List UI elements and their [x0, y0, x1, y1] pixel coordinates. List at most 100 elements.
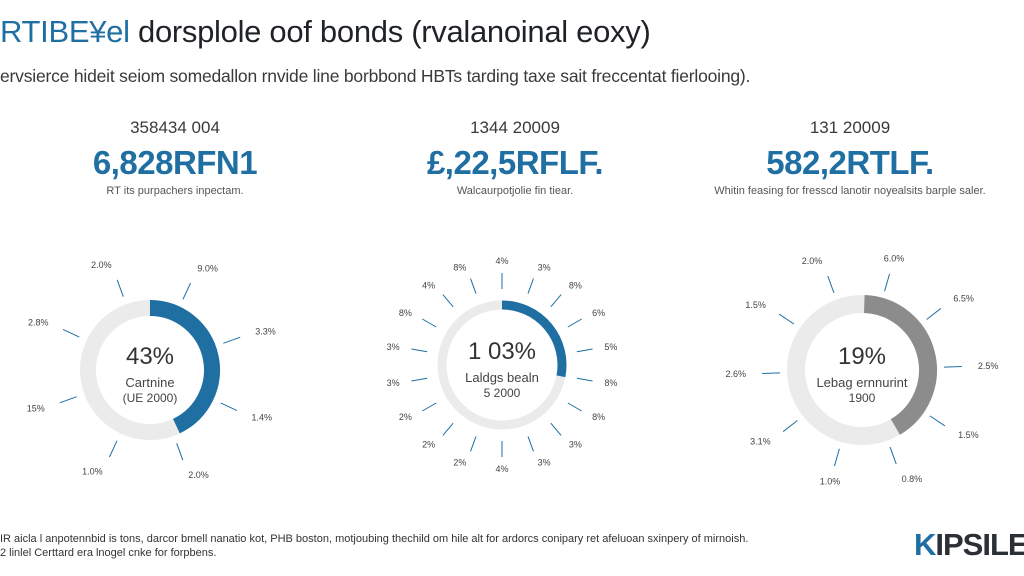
donut-center-value: 19%: [838, 343, 886, 370]
label-leader-line: [943, 366, 962, 368]
slice-label: 3%: [569, 440, 582, 450]
label-leader-line: [929, 415, 946, 427]
label-leader-line: [778, 313, 795, 325]
stat-value: 582,2RTLF.: [766, 144, 934, 181]
stat-code: 1344 20009: [470, 118, 560, 137]
slice-label: 6.0%: [884, 253, 905, 263]
slice-label: 8%: [399, 308, 412, 318]
label-leader-line: [422, 402, 437, 412]
label-leader-line: [550, 294, 562, 308]
slice-label: 4%: [422, 280, 435, 290]
donut-chart-1: 43% Cartnine(UE 2000) 2.0% 9.0% 3.3% 1.4% 2.0%…: [27, 260, 276, 480]
donut-center-label: Laldgs bealn: [465, 370, 539, 385]
page-title: RTIBE¥el dorsplole oof bonds (rvalanoina…: [0, 14, 1010, 50]
slice-label: 3.1%: [750, 436, 771, 446]
footer-line-2: 2 linlel Certtard era lnogel cnke for fo…: [0, 547, 217, 559]
page-subtitle: ervsierce hideit seiom somedallon rnvide…: [0, 66, 751, 86]
label-leader-line: [442, 294, 454, 308]
slice-label: 1.4%: [252, 412, 273, 422]
label-leader-line: [550, 422, 562, 436]
slice-label: 1.5%: [745, 300, 766, 310]
label-leader-line: [220, 402, 238, 412]
slice-label: 2%: [399, 412, 412, 422]
label-leader-line: [182, 282, 192, 300]
stat-code: 131 20009: [809, 118, 891, 137]
stat-value: £,22,5RFLF.: [426, 144, 604, 181]
footer-line-1: IR aicla l anpotennbid is tons, darcor b…: [0, 533, 749, 545]
label-leader-line: [62, 328, 80, 338]
label-leader-line: [782, 420, 798, 432]
slice-label: 15%: [27, 403, 45, 413]
donut-center-sub: (UE 2000): [123, 391, 178, 405]
slice-label: 8%: [453, 262, 466, 272]
label-leader-line: [833, 448, 840, 467]
label-leader-line: [762, 372, 781, 374]
slice-label: 8%: [569, 280, 582, 290]
stat-block-3: 131 20009 582,2RTLF. Whitin feasing for …: [700, 118, 1000, 197]
stat-description: Walcaurpotjolie fin tiear.: [456, 185, 574, 197]
label-leader-line: [59, 396, 77, 404]
slice-label: 3.3%: [255, 327, 276, 337]
slice-label: 8%: [592, 412, 605, 422]
stat-block-2: 1344 20009 £,22,5RFLF. Walcaurpotjolie f…: [400, 118, 630, 197]
label-leader-line: [422, 318, 437, 328]
label-leader-line: [827, 275, 835, 294]
donut-highlight-arc: [863, 295, 937, 435]
title-brand: RTIBE¥el: [0, 14, 130, 49]
donut-center-value: 1 03%: [468, 338, 536, 365]
slice-label: 0.8%: [902, 474, 923, 484]
slice-label: 2.0%: [188, 470, 209, 480]
label-leader-line: [411, 348, 428, 353]
donut-highlight-arc: [501, 300, 567, 378]
slice-label: 9.0%: [197, 263, 218, 273]
donut-center-value: 43%: [126, 343, 174, 370]
donut-center-label: Cartnine: [125, 375, 174, 390]
footer-note: IR aicla l anpotennbid is tons, darcor b…: [0, 532, 748, 560]
slice-label: 3%: [387, 378, 400, 388]
donut-center-sub: 1900: [849, 391, 876, 405]
label-leader-line: [470, 436, 477, 452]
donut-highlight-arc: [149, 300, 220, 434]
slice-label: 2.5%: [978, 361, 999, 371]
label-leader-line: [411, 377, 428, 382]
donut-center-sub: 5 2000: [484, 386, 521, 400]
slice-label: 2.8%: [28, 318, 49, 328]
label-leader-line: [116, 279, 124, 297]
label-leader-line: [442, 422, 454, 436]
slice-label: 2%: [422, 440, 435, 450]
label-leader-line: [108, 440, 118, 458]
slice-label: 6.5%: [953, 294, 974, 304]
logo-k: K: [914, 527, 936, 562]
slice-label: 2.0%: [802, 256, 823, 266]
label-leader-line: [884, 273, 891, 292]
slice-label: 3%: [538, 458, 551, 468]
brand-logo: KIPSILE: [914, 527, 1024, 563]
label-leader-line: [527, 436, 534, 452]
slice-label: 3%: [387, 342, 400, 352]
slice-label: 4%: [495, 464, 508, 474]
label-leader-line: [926, 308, 942, 320]
stat-value: 6,828RFN1: [92, 144, 258, 181]
label-leader-line: [567, 318, 582, 328]
slice-label: 2.6%: [726, 369, 747, 379]
slice-label: 2.0%: [91, 260, 112, 270]
stat-block-1: 358434 004 6,828RFN1 RT its purpachers i…: [60, 118, 290, 197]
stat-description: Whitin feasing for fresscd lanotir noyea…: [714, 185, 986, 197]
label-leader-line: [889, 446, 897, 465]
slice-label: 1.0%: [820, 477, 841, 487]
slice-label: 8%: [604, 378, 617, 388]
label-leader-line: [576, 377, 593, 382]
donut-center-label: Lebag ernnurint: [816, 375, 907, 390]
slice-label: 1.0%: [82, 467, 103, 477]
slice-label: 2%: [453, 458, 466, 468]
label-leader-line: [567, 402, 582, 412]
slice-label: 3%: [538, 262, 551, 272]
slice-label: 4%: [495, 256, 508, 266]
stat-description: RT its purpachers inpectam.: [106, 185, 244, 197]
slice-label: 5%: [604, 342, 617, 352]
stat-code: 358434 004: [130, 118, 220, 137]
title-text: dorsplole oof bonds (rvalanoinal eoxy): [129, 14, 651, 49]
